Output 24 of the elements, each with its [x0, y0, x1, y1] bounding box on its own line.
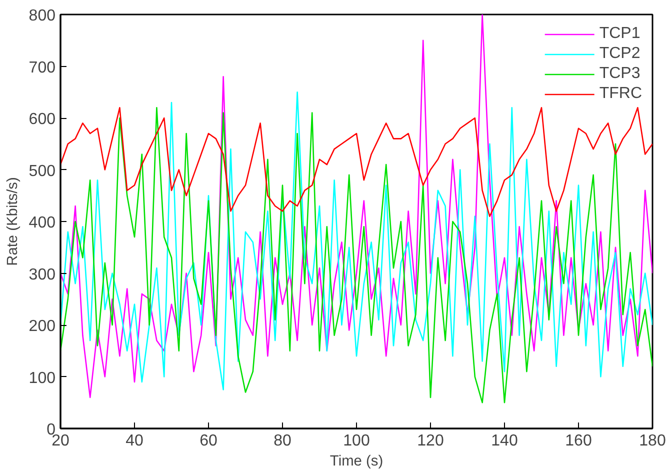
x-tick-label: 120	[417, 432, 444, 450]
y-tick-label: 200	[28, 318, 56, 335]
y-axis-title: Rate (Kbits/s)	[4, 177, 21, 266]
line-series	[60, 14, 652, 398]
x-tick-label: 180	[639, 432, 666, 450]
y-tick-label: 300	[28, 266, 56, 284]
line-series	[60, 107, 652, 217]
x-axis-title: Time (s)	[330, 454, 384, 470]
y-tick-label: 800	[28, 8, 56, 24]
y-tick-label: 100	[28, 370, 56, 387]
legend-label: TCP2	[599, 45, 640, 63]
x-tick-label: 80	[274, 432, 292, 450]
legend-label: TCP3	[599, 65, 640, 83]
x-tick-label: 40	[126, 432, 144, 450]
legend-label: TCP1	[599, 25, 640, 43]
y-tick-label: 600	[28, 111, 56, 128]
x-tick-label: 140	[491, 432, 518, 450]
y-tick-label: 400	[28, 214, 56, 232]
x-tick-label: 160	[565, 432, 592, 450]
y-tick-label: 700	[28, 59, 56, 76]
y-tick-label: 500	[28, 162, 56, 180]
x-tick-label: 100	[343, 432, 370, 450]
x-tick-label: 60	[200, 432, 218, 450]
legend-label: TFRC	[599, 85, 642, 103]
